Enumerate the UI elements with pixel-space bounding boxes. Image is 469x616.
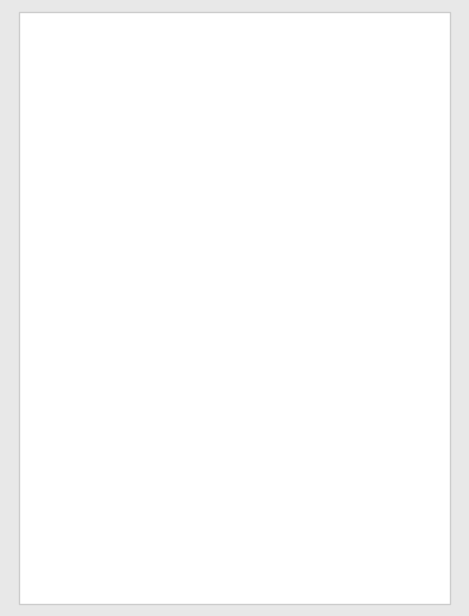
Text: L: L <box>427 300 434 313</box>
Text: D: D <box>396 243 407 256</box>
Text: L: L <box>155 413 162 426</box>
Text: What is the shear force in member BC?: What is the shear force in member BC? <box>45 163 306 176</box>
Text: L: L <box>307 413 314 426</box>
Text: B: B <box>59 243 68 256</box>
FancyBboxPatch shape <box>45 536 307 585</box>
Text: load of P = 33 kN at its mid-span.: load of P = 33 kN at its mid-span. <box>45 81 269 94</box>
Text: A two bay Vierendeel Girder has a bay width: A two bay Vierendeel Girder has a bay wi… <box>45 26 342 39</box>
Text: E: E <box>395 351 404 364</box>
Text: F: F <box>231 378 238 391</box>
Text: Give your answer in kN, to one decimal place: Give your answer in kN, to one decimal p… <box>45 203 348 216</box>
Text: Each member has the same stiffness (EI).: Each member has the same stiffness (EI). <box>45 123 322 136</box>
Text: and do not include units in your answer.: and do not include units in your answer. <box>45 231 313 244</box>
Text: and height L = 4.8 m. It supports a single point: and height L = 4.8 m. It supports a sing… <box>45 54 360 67</box>
Text: A: A <box>59 351 68 364</box>
Text: C: C <box>212 235 221 248</box>
Text: P: P <box>245 186 253 200</box>
